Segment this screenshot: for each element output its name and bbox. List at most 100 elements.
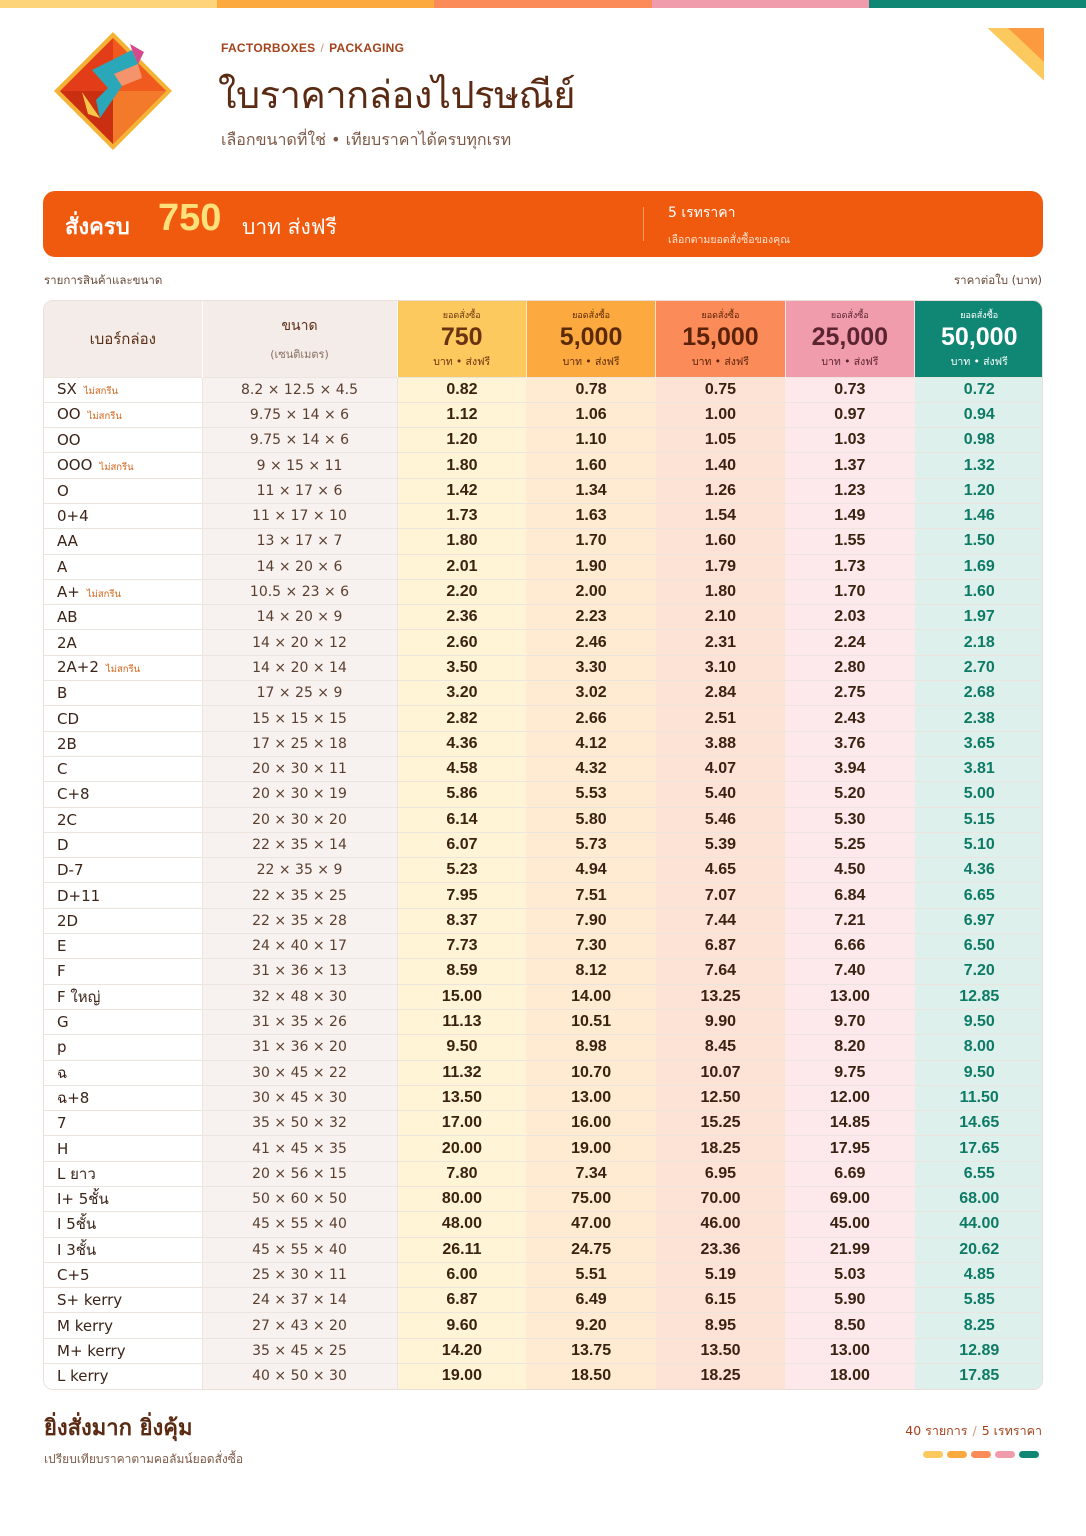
box-size: 22 × 35 × 28	[202, 907, 398, 934]
banner-prefix: สั่งครบ	[65, 215, 130, 240]
color-dot	[971, 1451, 991, 1458]
box-number: 2C	[57, 810, 78, 829]
box-size: 14 × 20 × 6	[202, 553, 398, 580]
table-header-row: เบอร์กล่อง ขนาด (เซนติเมตร) ยอดสั่งซื้อ …	[44, 301, 1042, 377]
price-cell: 8.00	[914, 1034, 1042, 1061]
tier-note: บาท • ส่งฟรี	[562, 355, 620, 368]
price-cell: 1.37	[785, 452, 915, 479]
box-number: O	[57, 481, 69, 500]
table-row: M+ kerry 35 × 45 × 25 14.20 13.75 13.50 13.00…	[44, 1337, 1042, 1364]
price-cell: 17.85	[914, 1363, 1042, 1389]
price-cell: 1.60	[914, 578, 1042, 605]
price-cell: 14.65	[914, 1110, 1042, 1136]
price-cell: 11.32	[397, 1059, 527, 1086]
tier-note: บาท • ส่งฟรี	[821, 355, 879, 368]
price-cell: 13.50	[655, 1337, 786, 1364]
footer-tier-count: 5 เรทราคา	[981, 1423, 1042, 1438]
price-cell: 1.00	[655, 401, 786, 428]
table-row: D 22 × 35 × 14 6.07 5.73 5.39 5.25 5.10	[44, 831, 1042, 858]
price-cell: 3.20	[397, 680, 527, 706]
table-caption-right: ราคาต่อใบ (บาท)	[953, 273, 1042, 287]
box-size: 20 × 56 × 15	[202, 1160, 398, 1187]
price-cell: 9.60	[397, 1312, 527, 1339]
box-number: p	[57, 1038, 67, 1057]
corner-decoration-icon	[986, 28, 1044, 82]
box-number-cell: OO	[44, 427, 203, 453]
table-row: 0+4 11 × 17 × 10 1.73 1.63 1.54 1.49 1.46	[44, 502, 1042, 529]
price-cell: 15.00	[397, 983, 527, 1010]
price-cell: 2.31	[655, 629, 786, 656]
breadcrumb-separator: /	[320, 41, 325, 55]
price-cell: 17.00	[397, 1110, 527, 1136]
price-cell: 45.00	[785, 1211, 915, 1238]
box-number-cell: 7	[44, 1110, 203, 1136]
table-row: 2A 14 × 20 × 12 2.60 2.46 2.31 2.24 2.18	[44, 629, 1042, 656]
table-row: OO ไม่สกรีน 9.75 × 14 × 6 1.12 1.06 1.00 0.97 0…	[44, 401, 1042, 428]
box-size: 27 × 43 × 20	[202, 1312, 398, 1339]
box-number-cell: C+5	[44, 1261, 203, 1288]
box-number: A	[57, 557, 68, 576]
price-cell: 2.18	[914, 629, 1042, 656]
table-row: 7 35 × 50 × 32 17.00 16.00 15.25 14.85 14.65	[44, 1110, 1042, 1136]
tier-amount: 15,000	[682, 322, 759, 351]
table-row: ฉ+8 30 × 45 × 30 13.50 13.00 12.50 12.00 11.50	[44, 1084, 1042, 1111]
box-number: G	[57, 1013, 69, 1032]
box-number: S+ kerry	[57, 1291, 123, 1310]
price-cell: 5.10	[914, 831, 1042, 858]
box-number: C+5	[57, 1266, 90, 1285]
price-cell: 9.20	[526, 1312, 656, 1339]
box-number: OO	[57, 431, 81, 450]
price-cell: 1.90	[526, 553, 656, 580]
price-cell: 2.03	[785, 604, 915, 630]
table-row: D+11 22 × 35 × 25 7.95 7.51 7.07 6.84 6.65	[44, 882, 1042, 909]
price-cell: 8.25	[914, 1312, 1042, 1339]
price-cell: 1.70	[785, 578, 915, 605]
price-cell: 1.60	[526, 452, 656, 479]
table-row: F ใหญ่ 32 × 48 × 30 15.00 14.00 13.25 13.00 12…	[44, 983, 1042, 1010]
box-number: I 5ชั้น	[57, 1215, 97, 1234]
table-row: S+ kerry 24 × 37 × 14 6.87 6.49 6.15 5.90 5.85	[44, 1287, 1042, 1313]
price-cell: 6.50	[914, 933, 1042, 959]
table-row: F 31 × 36 × 13 8.59 8.12 7.64 7.40 7.20	[44, 958, 1042, 985]
footer-summary: 40 รายการ / 5 เรทราคา	[905, 1421, 1042, 1441]
box-number-cell: C	[44, 755, 203, 782]
color-bar-segment	[651, 0, 869, 8]
price-cell: 2.43	[785, 705, 915, 732]
no-print-note: ไม่สกรีน	[105, 664, 141, 676]
price-cell: 6.97	[914, 907, 1042, 934]
price-cell: 5.19	[655, 1261, 786, 1288]
box-number: 2D	[57, 911, 79, 930]
box-number-cell: F ใหญ่	[44, 983, 203, 1010]
box-number-cell: G	[44, 1008, 203, 1035]
price-cell: 1.05	[655, 427, 786, 453]
column-header-size: ขนาด (เซนติเมตร)	[202, 301, 398, 377]
box-size: 14 × 20 × 14	[202, 654, 398, 681]
top-color-bar	[0, 0, 1086, 8]
price-cell: 3.76	[785, 730, 915, 757]
table-row: L kerry 40 × 50 × 30 19.00 18.50 18.25 18.00 1…	[44, 1363, 1042, 1389]
price-cell: 3.65	[914, 730, 1042, 757]
box-number-cell: H	[44, 1135, 203, 1162]
box-number: M kerry	[57, 1316, 114, 1335]
tier-note: บาท • ส่งฟรี	[950, 355, 1008, 368]
tier-label: ยอดสั่งซื้อ	[442, 310, 481, 321]
price-cell: 3.10	[655, 654, 786, 681]
price-cell: 0.94	[914, 401, 1042, 428]
box-number-cell: 2A	[44, 629, 203, 656]
price-cell: 1.69	[914, 553, 1042, 580]
box-number-cell: A+ ไม่สกรีน	[44, 578, 203, 605]
box-number-cell: F	[44, 958, 203, 985]
price-cell: 7.80	[397, 1160, 527, 1187]
box-number: F ใหญ่	[57, 987, 101, 1006]
price-cell: 2.68	[914, 680, 1042, 706]
box-size: 9 × 15 × 11	[202, 452, 398, 479]
price-cell: 0.78	[526, 376, 656, 403]
price-cell: 8.37	[397, 907, 527, 934]
box-size: 17 × 25 × 9	[202, 680, 398, 706]
price-cell: 44.00	[914, 1211, 1042, 1238]
box-size: 20 × 30 × 19	[202, 781, 398, 808]
price-cell: 9.75	[785, 1059, 915, 1086]
price-cell: 18.00	[785, 1363, 915, 1389]
price-cell: 8.45	[655, 1034, 786, 1061]
table-row: 2B 17 × 25 × 18 4.36 4.12 3.88 3.76 3.65	[44, 730, 1042, 757]
